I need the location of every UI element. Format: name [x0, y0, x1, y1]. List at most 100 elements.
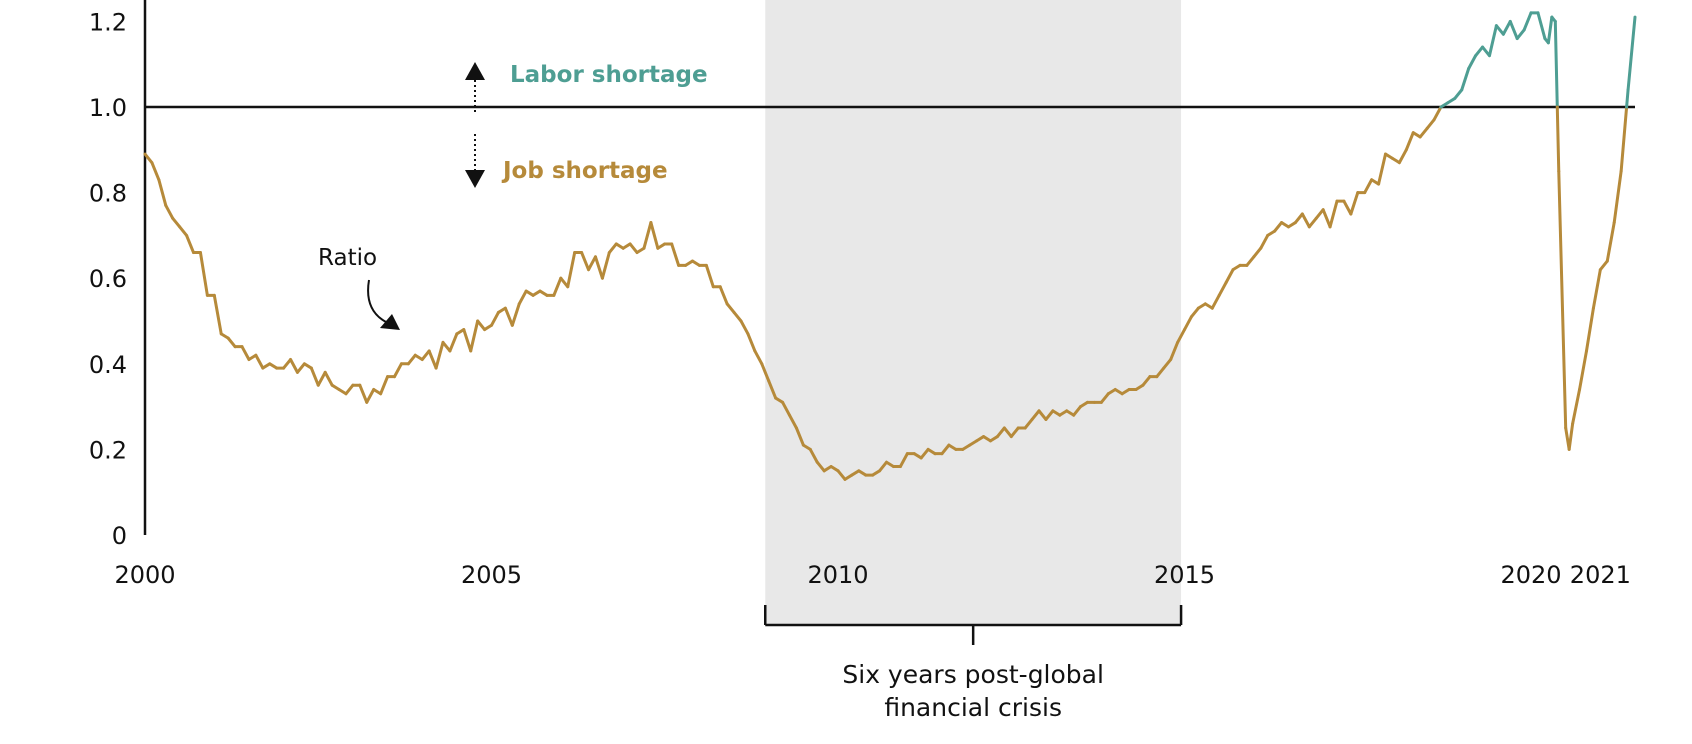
ratio-line-segment: [1536, 11, 1547, 41]
ratio-line-segment: [1189, 306, 1200, 319]
ratio-line-segment: [1044, 409, 1055, 421]
ratio-line-segment: [420, 349, 431, 362]
x-tick-labels: 2000 2005 2010 2015 2020 2021: [114, 561, 1630, 589]
ratio-line-segment: [1155, 366, 1166, 379]
ratio-line-segment: [171, 216, 182, 229]
ratio-line-segment: [1252, 246, 1263, 259]
ratio-line-segment: [1605, 221, 1616, 263]
ratio-line-segment: [1002, 426, 1013, 439]
ratio-line-segment: [441, 340, 452, 353]
ratio-line-segment: [150, 161, 161, 182]
ratio-line-segment: [1571, 387, 1582, 426]
post-crisis-caption-line1: Six years post-global: [842, 660, 1104, 689]
ratio-line-segment: [448, 332, 459, 353]
labor-shortage-arrow-icon: [465, 62, 485, 112]
ratio-line-segment: [1328, 199, 1339, 229]
ratio-line-segment: [295, 362, 306, 374]
ratio-line-segment: [240, 345, 251, 362]
ratio-line-segment: [254, 353, 265, 370]
ratio-line-segment: [1349, 191, 1360, 216]
ratio-line-segment: [226, 336, 237, 349]
ratio-line-segment: [878, 460, 889, 473]
ratio-line-segment: [1578, 349, 1588, 391]
ratio-line-segment: [1432, 105, 1443, 122]
ratio-line-segment: [760, 362, 771, 383]
ratio-line-segment: [753, 349, 764, 366]
y-tick-label: 1.2: [89, 8, 127, 36]
ratio-line-segment: [1023, 417, 1034, 430]
ratio-line-segment: [198, 251, 209, 297]
ratio-line-segment: [995, 426, 1006, 439]
ratio-line-segment: [898, 452, 909, 469]
job-shortage-label: Job shortage: [501, 158, 668, 184]
ratio-line-segment: [1619, 105, 1629, 173]
x-tick-label: 2021: [1570, 561, 1631, 589]
x-tick-label: 2005: [461, 561, 522, 589]
ratio-line-segment: [1307, 216, 1318, 229]
ratio-line-segment: [517, 289, 528, 306]
ratio-line-segment: [490, 310, 500, 327]
ratio-line-segment: [1555, 105, 1561, 173]
ratio-line-segment: [469, 319, 480, 353]
y-tick-label: 1.0: [89, 94, 127, 122]
ratio-line-segment: [794, 426, 805, 447]
ratio-line-segment: [392, 362, 403, 379]
ratio-line-segment: [379, 375, 390, 396]
ratio-line-segment: [1626, 15, 1637, 92]
ratio-line-segment: [1314, 208, 1325, 220]
ratio-line-segment: [1522, 11, 1533, 32]
ratio-line-segment: [739, 319, 750, 336]
ratio-line-segment: [282, 358, 293, 370]
ratio-line-segment: [1245, 255, 1256, 267]
post-crisis-shaded-region: [765, 0, 1182, 625]
labor-shortage-label: Labor shortage: [510, 62, 708, 88]
ratio-line-segment: [1584, 306, 1595, 353]
ratio-line-segment: [1300, 212, 1311, 229]
ratio-line-segment: [1397, 148, 1408, 165]
ratio-label: Ratio: [318, 245, 377, 271]
y-tick-labels: 0 0.2 0.4 0.6 0.8 1.0 1.2: [89, 8, 127, 550]
ratio-line-segment: [1467, 54, 1478, 70]
ratio-series: [143, 11, 1637, 481]
ratio-line-segment: [1363, 178, 1374, 195]
x-tick-label: 2020: [1501, 561, 1562, 589]
x-tick-label: 2000: [114, 561, 175, 589]
ratio-line-segment: [919, 447, 930, 460]
ratio-line-segment: [1557, 169, 1568, 430]
ratio-line-segment: [1625, 88, 1630, 109]
ratio-line-segment: [289, 358, 299, 374]
ratio-line-segment: [185, 233, 196, 255]
ratio-line-segment: [1099, 392, 1110, 404]
ratio-line-segment: [1494, 24, 1505, 36]
ratio-line-segment: [1515, 28, 1526, 41]
ratio-line-segment: [1259, 233, 1270, 250]
y-tick-label: 0.8: [89, 180, 127, 208]
ratio-line-segment: [434, 340, 445, 370]
ratio-line-segment: [587, 255, 597, 272]
job-shortage-arrow-icon: [465, 134, 485, 188]
ratio-pointer-icon: [367, 279, 387, 323]
ratio-line-segment: [649, 221, 660, 250]
ratio-line-segment: [1030, 409, 1041, 421]
ratio-line-segment: [718, 285, 729, 306]
x-tick-label: 2015: [1154, 561, 1215, 589]
post-crisis-caption-line2: financial crisis: [884, 693, 1062, 722]
ratio-line-segment: [781, 400, 792, 417]
ratio-line-segment: [1273, 221, 1284, 233]
ratio-line-segment: [1425, 118, 1436, 130]
ratio-line-segment: [510, 302, 521, 327]
ratio-line-segment: [1508, 19, 1519, 41]
ratio-line-segment: [406, 353, 417, 366]
ratio-line-segment: [1487, 24, 1498, 58]
ratio-line-segment: [309, 366, 320, 387]
ratio-line-segment: [1224, 268, 1235, 284]
ratio-line-segment: [462, 328, 473, 353]
y-tick-label: 0.2: [89, 436, 127, 464]
ratio-line-segment: [1377, 152, 1388, 186]
ratio-line-segment: [1321, 208, 1332, 229]
ratio-line-segment: [323, 370, 334, 387]
ratio-line-segment: [732, 310, 743, 323]
ratio-line-segment: [552, 276, 563, 297]
ratio-line-segment: [593, 255, 604, 280]
